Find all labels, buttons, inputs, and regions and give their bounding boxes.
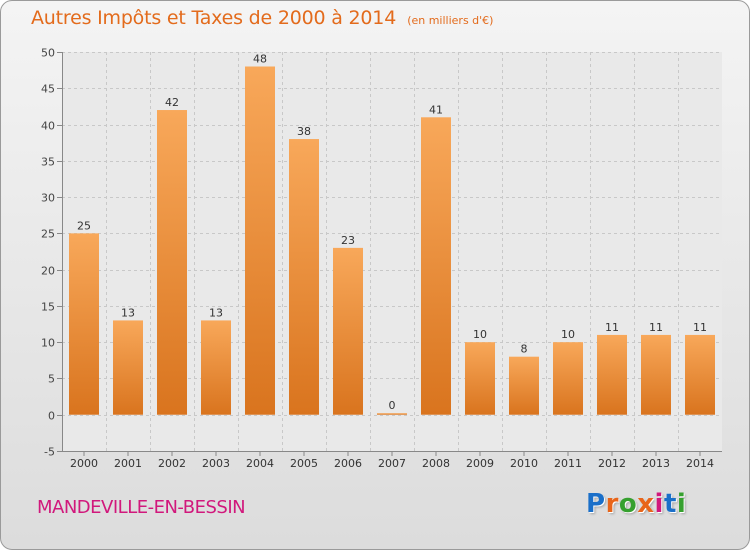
bar <box>597 334 627 415</box>
y-tick-label: 35 <box>41 156 55 169</box>
bar <box>113 320 143 415</box>
x-tick-label: 2010 <box>510 457 538 470</box>
y-tick-label: 20 <box>41 265 55 278</box>
logo-letter: i <box>676 489 687 519</box>
bar-value-label: 11 <box>605 321 619 334</box>
bar-value-label: 11 <box>649 321 663 334</box>
chart-title: Autres Impôts et Taxes de 2000 à 2014 <box>31 7 397 29</box>
y-tick-label: -5 <box>44 446 55 459</box>
bar-value-label: 42 <box>165 96 179 109</box>
y-tick-label: 50 <box>41 47 55 60</box>
logo-letter: t <box>663 489 677 519</box>
bar <box>69 233 99 415</box>
logo-letter: r <box>605 489 619 519</box>
bar-value-label: 8 <box>521 343 528 356</box>
bar <box>377 413 407 415</box>
x-tick-label: 2005 <box>290 457 318 470</box>
bar <box>333 247 363 415</box>
y-tick-label: 40 <box>41 120 55 133</box>
bar <box>553 342 583 415</box>
x-tick-label: 2006 <box>334 457 362 470</box>
bar-value-label: 13 <box>121 306 135 319</box>
bar <box>421 117 451 415</box>
y-tick-label: 25 <box>41 228 55 241</box>
y-tick-label: 15 <box>41 301 55 314</box>
bar <box>685 334 715 415</box>
x-tick-label: 2004 <box>246 457 274 470</box>
x-tick-label: 2007 <box>378 457 406 470</box>
logo-letter: x <box>637 489 655 519</box>
bar-value-label: 10 <box>561 328 575 341</box>
bar-value-label: 48 <box>253 53 267 66</box>
bar <box>157 110 187 415</box>
x-tick-label: 2011 <box>554 457 582 470</box>
bar <box>641 334 671 415</box>
bar <box>289 139 319 415</box>
x-tick-label: 2008 <box>422 457 450 470</box>
x-tick-label: 2012 <box>598 457 626 470</box>
bar-value-label: 38 <box>297 125 311 138</box>
town-name: MANDEVILLE-EN-BESSIN <box>37 497 246 518</box>
y-tick-label: 30 <box>41 192 55 205</box>
y-tick-label: 45 <box>41 83 55 96</box>
bar <box>201 320 231 415</box>
bar-value-label: 41 <box>429 103 443 116</box>
logo-letter: o <box>618 489 638 519</box>
y-tick-label: 10 <box>41 337 55 350</box>
x-tick-label: 2002 <box>158 457 186 470</box>
bar-value-label: 23 <box>341 234 355 247</box>
chart-subtitle: (en milliers d'€) <box>407 14 494 27</box>
y-tick-label: 5 <box>48 373 55 386</box>
bar-value-label: 13 <box>209 306 223 319</box>
bar <box>245 66 275 415</box>
x-tick-label: 2013 <box>642 457 670 470</box>
logo-letter: i <box>654 489 664 519</box>
title-line: Autres Impôts et Taxes de 2000 à 2014 (e… <box>31 7 493 29</box>
y-tick-label: 0 <box>48 410 55 423</box>
x-tick-label: 2003 <box>202 457 230 470</box>
x-tick-label: 2009 <box>466 457 494 470</box>
proxiti-logo: Proxiti <box>586 489 686 519</box>
bar <box>509 356 539 415</box>
x-tick-label: 2001 <box>114 457 142 470</box>
bar <box>465 342 495 415</box>
bar-value-label: 0 <box>389 399 396 412</box>
logo-letter: P <box>586 489 606 519</box>
bar-value-label: 25 <box>77 219 91 232</box>
x-tick-label: 2000 <box>70 457 98 470</box>
bar-value-label: 11 <box>693 321 707 334</box>
x-tick-label: 2014 <box>686 457 714 470</box>
bar-value-label: 10 <box>473 328 487 341</box>
